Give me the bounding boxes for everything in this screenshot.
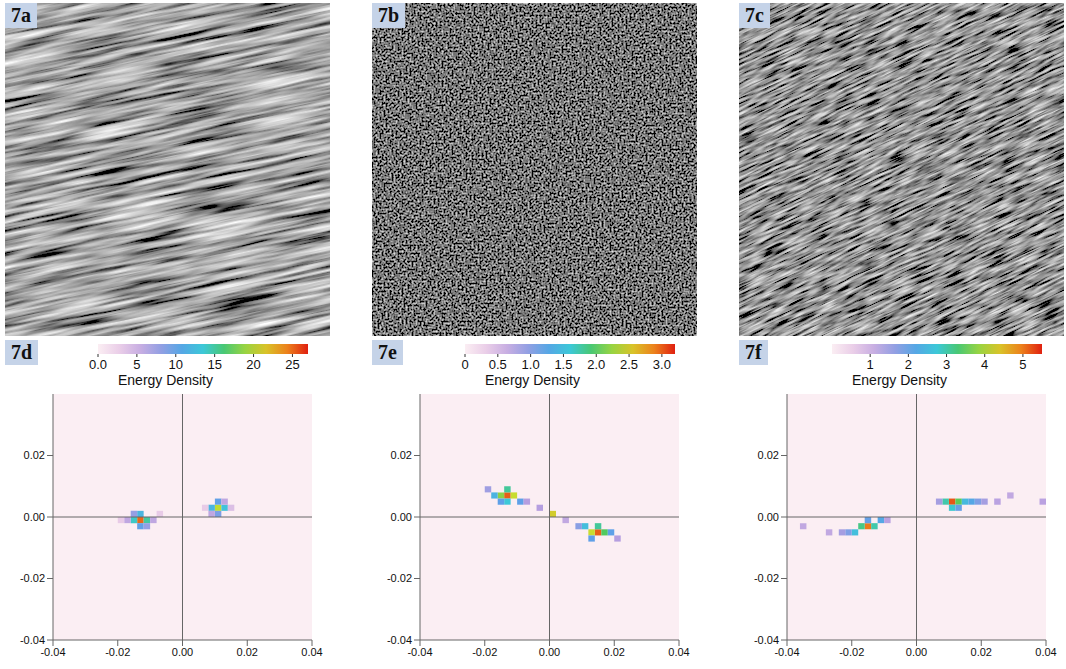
svg-text:1: 1: [867, 357, 874, 372]
svg-text:0.04: 0.04: [1035, 646, 1056, 658]
svg-text:5: 5: [1019, 357, 1026, 372]
svg-text:3.0: 3.0: [653, 357, 671, 372]
svg-text:0.02: 0.02: [24, 449, 45, 461]
svg-text:2.0: 2.0: [587, 357, 605, 372]
svg-text:0.02: 0.02: [758, 449, 779, 461]
svg-text:Energy Density: Energy Density: [852, 372, 947, 388]
svg-text:-0.04: -0.04: [407, 646, 432, 658]
svg-text:-0.02: -0.02: [472, 646, 497, 658]
html-text:7e: 7e: [378, 341, 397, 363]
svg-text:0.00: 0.00: [391, 511, 412, 523]
svg-text:0.00: 0.00: [758, 511, 779, 523]
svg-text:2: 2: [905, 357, 912, 372]
svg-text:Energy Density: Energy Density: [118, 372, 213, 388]
svg-text:20: 20: [246, 357, 260, 372]
svg-text:0.00: 0.00: [24, 511, 45, 523]
svg-text:Energy Density: Energy Density: [485, 372, 580, 388]
svg-text:1.5: 1.5: [554, 357, 572, 372]
svg-text:2.5: 2.5: [620, 357, 638, 372]
svg-text:-0.04: -0.04: [40, 646, 65, 658]
svg-text:1.0: 1.0: [522, 357, 540, 372]
svg-text:0.04: 0.04: [301, 646, 322, 658]
html-text:7b: 7b: [378, 4, 400, 26]
svg-text:-0.02: -0.02: [754, 572, 779, 584]
svg-text:-0.04: -0.04: [387, 634, 412, 646]
svg-text:15: 15: [207, 357, 221, 372]
svg-text:3: 3: [943, 357, 950, 372]
html-text:7d: 7d: [11, 341, 33, 363]
html-text:7a: 7a: [11, 4, 31, 26]
svg-text:0.02: 0.02: [971, 646, 992, 658]
svg-text:-0.02: -0.02: [387, 572, 412, 584]
svg-text:10: 10: [169, 357, 183, 372]
svg-text:0.00: 0.00: [906, 646, 927, 658]
svg-text:0.0: 0.0: [89, 357, 107, 372]
svg-text:-0.04: -0.04: [774, 646, 799, 658]
svg-text:0.02: 0.02: [391, 449, 412, 461]
svg-text:0.5: 0.5: [489, 357, 507, 372]
svg-text:-0.04: -0.04: [754, 634, 779, 646]
svg-text:5: 5: [133, 357, 140, 372]
html-text:7f: 7f: [745, 341, 762, 363]
svg-text:0.00: 0.00: [539, 646, 560, 658]
svg-text:0.02: 0.02: [237, 646, 258, 658]
svg-text:0: 0: [461, 357, 468, 372]
svg-text:-0.02: -0.02: [105, 646, 130, 658]
svg-text:25: 25: [285, 357, 299, 372]
svg-text:0.02: 0.02: [604, 646, 625, 658]
svg-text:0.04: 0.04: [668, 646, 689, 658]
html-text:7c: 7c: [745, 4, 764, 26]
svg-text:4: 4: [981, 357, 988, 372]
svg-text:0.00: 0.00: [172, 646, 193, 658]
svg-text:-0.04: -0.04: [20, 634, 45, 646]
svg-text:-0.02: -0.02: [839, 646, 864, 658]
svg-text:-0.02: -0.02: [20, 572, 45, 584]
